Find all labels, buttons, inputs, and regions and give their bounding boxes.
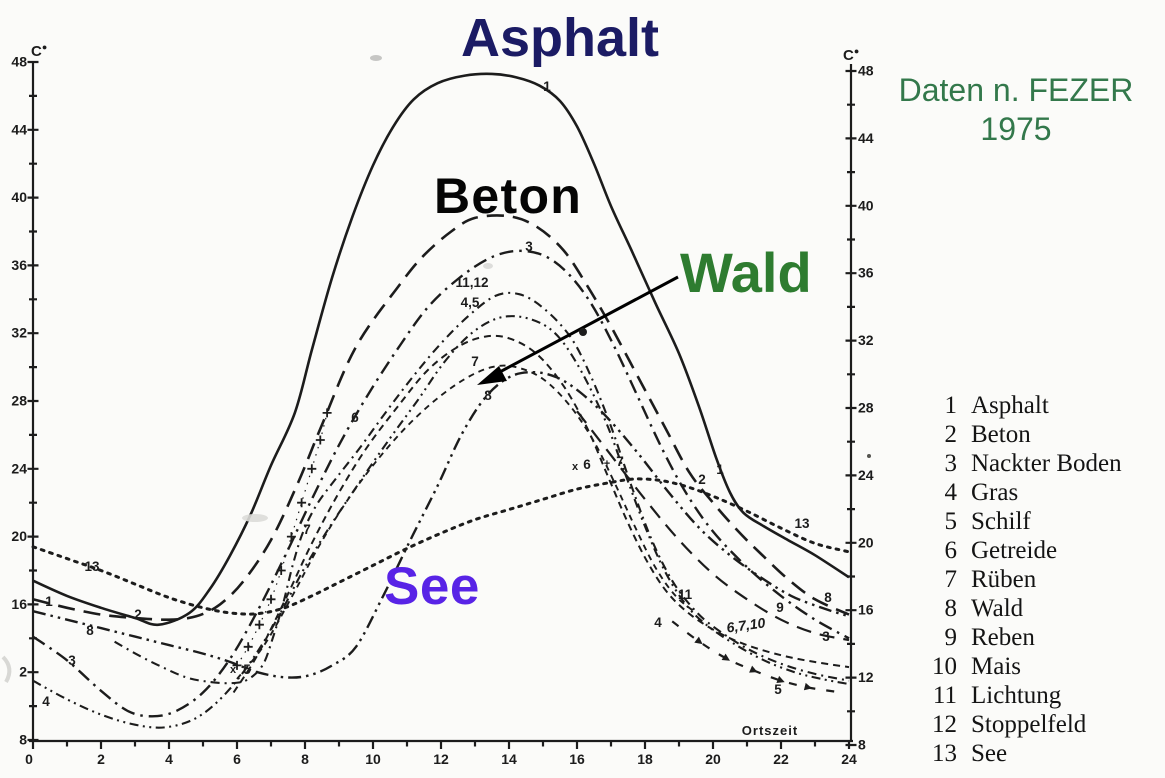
svg-text:32: 32 [858,332,874,348]
svg-text:28: 28 [858,400,874,416]
svg-text:8: 8 [824,590,832,605]
svg-text:9: 9 [776,600,784,615]
svg-text:8: 8 [86,623,94,638]
svg-text:13: 13 [794,516,810,531]
svg-text:6: 6 [583,457,591,472]
svg-text:8: 8 [858,737,866,753]
svg-text:16: 16 [569,751,585,767]
svg-text:0: 0 [25,751,33,767]
svg-text:40: 40 [858,197,874,213]
svg-text:C●: C● [843,46,859,64]
svg-text:2: 2 [97,751,105,767]
svg-text:2: 2 [19,664,27,680]
svg-text:11,12: 11,12 [455,275,488,290]
svg-text:16: 16 [11,596,27,612]
svg-text:2: 2 [134,607,142,622]
svg-text:1: 1 [716,462,724,477]
svg-text:12: 12 [433,751,449,767]
svg-text:1: 1 [543,79,551,94]
svg-text:Ortszeit: Ortszeit [742,723,798,738]
svg-text:16: 16 [858,602,874,618]
svg-text:48: 48 [11,54,27,70]
svg-text:C●: C● [31,42,47,60]
svg-text:+: + [604,458,610,470]
svg-text:3: 3 [525,239,533,254]
svg-text:20: 20 [705,751,721,767]
svg-text:x: x [230,664,237,676]
svg-text:4,5: 4,5 [461,295,480,310]
svg-text:14: 14 [501,751,517,767]
svg-text:x: x [572,461,579,473]
svg-text:10: 10 [365,751,381,767]
svg-text:6,7,10: 6,7,10 [725,614,766,635]
svg-text:3: 3 [68,653,76,668]
svg-text:24: 24 [858,467,874,483]
svg-text:4: 4 [42,694,50,709]
svg-text:8: 8 [19,732,27,748]
svg-text:32: 32 [11,325,27,341]
svg-text:20: 20 [11,528,27,544]
svg-text:8: 8 [301,751,309,767]
svg-text:40: 40 [11,189,27,205]
svg-text:5: 5 [243,662,251,677]
svg-text:6: 6 [233,751,241,767]
svg-text:1: 1 [45,594,53,609]
svg-text:20: 20 [858,534,874,550]
svg-text:24: 24 [11,460,27,476]
svg-text:48: 48 [858,63,874,79]
svg-text:2: 2 [698,472,706,487]
svg-text:22: 22 [773,751,789,767]
svg-text:13: 13 [84,559,100,574]
svg-text:3: 3 [822,629,830,644]
svg-text:12: 12 [858,669,874,685]
svg-text:36: 36 [858,265,874,281]
svg-text:44: 44 [858,130,874,146]
svg-text:28: 28 [11,393,27,409]
svg-text:24: 24 [841,751,857,767]
svg-text:4: 4 [165,751,173,767]
svg-text:7: 7 [616,454,624,469]
svg-text:7: 7 [471,354,479,369]
svg-text:44: 44 [11,121,27,137]
svg-text:5: 5 [774,682,782,697]
svg-text:18: 18 [637,751,653,767]
svg-text:36: 36 [11,257,27,273]
svg-text:7: 7 [303,522,311,537]
svg-text:8: 8 [484,388,492,403]
svg-text:6: 6 [351,410,359,425]
svg-text:4: 4 [654,615,662,630]
svg-text:11: 11 [678,587,693,602]
